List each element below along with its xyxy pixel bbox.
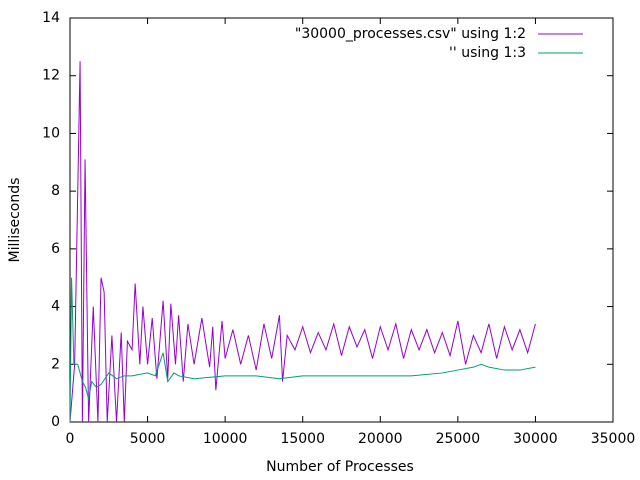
series-line (69, 61, 536, 423)
x-tick-label: 10000 (203, 431, 248, 447)
y-tick-label: 2 (51, 356, 60, 372)
x-tick-label: 30000 (513, 431, 558, 447)
legend-label: "30000_processes.csv" using 1:2 (295, 26, 526, 42)
x-tick-label: 35000 (591, 431, 636, 447)
x-tick-label: 0 (66, 431, 75, 447)
x-tick-label: 20000 (358, 431, 403, 447)
x-axis-label: Number of Processes (266, 459, 414, 475)
legend-label: '' using 1:3 (449, 45, 526, 61)
y-tick-label: 12 (42, 68, 60, 84)
x-tick-label: 5000 (130, 431, 166, 447)
y-tick-label: 4 (51, 299, 60, 315)
y-tick-label: 10 (42, 125, 60, 141)
plot-border (69, 17, 614, 423)
x-tick-label: 15000 (280, 431, 325, 447)
y-tick-label: 6 (51, 241, 60, 257)
y-axis-label: Milliseconds (7, 178, 23, 263)
y-tick-label: 8 (51, 183, 60, 199)
series-line (69, 277, 536, 423)
y-tick-label: 14 (42, 10, 60, 26)
y-tick-label: 0 (51, 414, 60, 430)
x-tick-label: 25000 (436, 431, 481, 447)
